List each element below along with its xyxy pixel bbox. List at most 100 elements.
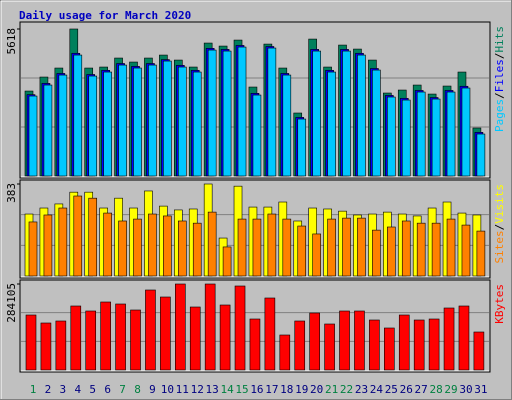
bar xyxy=(160,296,171,371)
bar xyxy=(327,218,336,277)
bar xyxy=(73,54,83,177)
bar xyxy=(133,67,142,177)
bar xyxy=(219,304,231,371)
x-tick-label: 13 xyxy=(206,383,219,396)
legend-separator: / xyxy=(493,92,506,99)
bar xyxy=(312,50,321,177)
x-tick-label: 30 xyxy=(459,383,472,396)
bar xyxy=(252,218,262,277)
bar xyxy=(372,229,381,277)
legend-entry: Hits xyxy=(493,26,506,53)
bar xyxy=(115,303,126,371)
bar xyxy=(267,47,277,177)
bar xyxy=(85,310,97,371)
bar xyxy=(431,98,441,177)
bar xyxy=(327,71,336,177)
bar xyxy=(100,301,111,371)
bar xyxy=(222,246,232,277)
bar xyxy=(252,94,262,177)
bar xyxy=(384,327,395,371)
bar xyxy=(282,218,292,277)
bar xyxy=(354,310,365,371)
y-tick-label: 383 xyxy=(5,183,18,203)
bar xyxy=(55,320,67,371)
x-tick-label: 23 xyxy=(355,383,368,396)
legend: Pages/Files/Hits xyxy=(493,26,506,132)
bar xyxy=(416,91,426,177)
bar xyxy=(267,213,277,277)
bar xyxy=(28,221,38,277)
bar xyxy=(461,87,471,177)
legend: Sites/Visits xyxy=(493,184,506,264)
bar xyxy=(237,218,247,277)
bar xyxy=(446,91,456,177)
x-tick-label: 10 xyxy=(161,383,174,396)
x-tick-label: 16 xyxy=(250,383,263,396)
bar xyxy=(446,218,456,277)
bar xyxy=(387,96,396,177)
x-tick-label: 6 xyxy=(104,383,111,396)
legend-entry: Visits xyxy=(493,184,506,224)
x-tick-label: 11 xyxy=(176,383,189,396)
bar xyxy=(309,312,320,371)
bar xyxy=(88,75,98,177)
bar xyxy=(294,320,306,371)
bar xyxy=(43,84,53,177)
bar xyxy=(73,195,83,277)
bar xyxy=(234,285,246,371)
bar xyxy=(279,334,291,371)
bar xyxy=(428,318,440,371)
bar xyxy=(178,66,187,177)
x-tick-label: 24 xyxy=(370,383,384,396)
bar xyxy=(339,310,350,371)
bar xyxy=(324,323,335,371)
bar xyxy=(88,197,98,277)
bar xyxy=(413,319,425,371)
bar xyxy=(192,222,202,277)
x-tick-label: 19 xyxy=(295,383,308,396)
x-tick-label: 15 xyxy=(235,383,248,396)
bar xyxy=(398,314,410,371)
bar xyxy=(458,305,470,371)
bar xyxy=(148,213,157,277)
x-tick-label: 12 xyxy=(191,383,204,396)
x-tick-label: 29 xyxy=(444,383,457,396)
bar xyxy=(476,133,486,177)
bar xyxy=(58,74,68,177)
chart-title: Daily usage for March 2020 xyxy=(19,9,191,22)
x-tick-label: 20 xyxy=(310,383,323,396)
x-tick-label: 17 xyxy=(265,383,278,396)
x-tick-label: 14 xyxy=(220,383,234,396)
bar xyxy=(25,314,37,371)
bar xyxy=(342,217,351,277)
bar xyxy=(163,215,172,277)
legend-entry: KBytes xyxy=(493,284,506,324)
bar xyxy=(103,212,112,277)
x-tick-label: 25 xyxy=(385,383,398,396)
bar xyxy=(178,220,187,277)
legend-entry: Pages xyxy=(493,99,506,132)
x-tick-label: 18 xyxy=(280,383,293,396)
bar xyxy=(130,309,141,371)
bar xyxy=(416,222,426,277)
bar xyxy=(476,230,486,277)
legend-separator: / xyxy=(493,53,506,60)
bar xyxy=(461,224,471,277)
bar xyxy=(222,50,232,177)
bar xyxy=(43,214,53,277)
bar xyxy=(148,64,157,177)
bar xyxy=(357,217,366,277)
bar xyxy=(401,99,411,177)
x-tick-label: 26 xyxy=(400,383,413,396)
y-tick-label: 5618 xyxy=(5,28,18,55)
bar xyxy=(342,50,351,177)
bar xyxy=(175,283,186,371)
legend: KBytes xyxy=(493,284,506,324)
bar xyxy=(249,318,261,371)
x-tick-label: 27 xyxy=(415,383,428,396)
bar xyxy=(118,64,127,177)
bar xyxy=(357,54,366,177)
bar xyxy=(207,211,217,277)
